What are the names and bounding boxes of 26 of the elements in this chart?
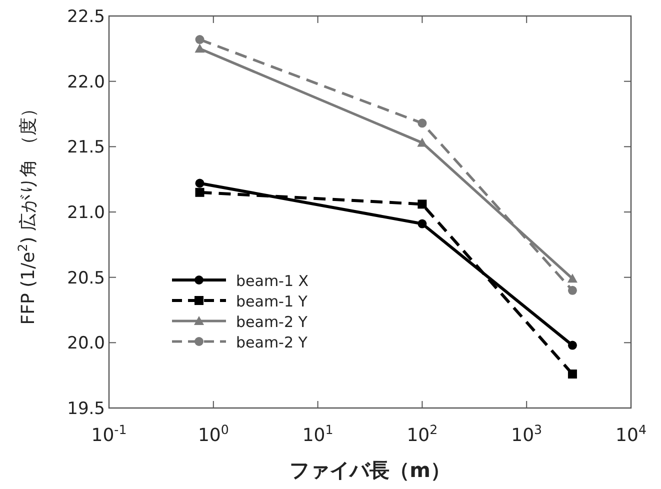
- y-tick-label: 21.5: [67, 138, 105, 158]
- legend-label: beam-1 Y: [236, 292, 308, 310]
- x-tick-label: 10$^{2}$: [406, 422, 438, 446]
- x-tick-label: 10$^{1}$: [302, 422, 334, 446]
- point: [568, 286, 577, 295]
- point: [195, 188, 204, 197]
- point: [195, 178, 204, 188]
- y-tick-label: 22.0: [67, 72, 105, 92]
- legend-label: beam-2 Y: [236, 334, 308, 352]
- point: [568, 340, 577, 350]
- point: [567, 274, 578, 283]
- x-axis-title: ファイバ長（m）: [290, 458, 450, 482]
- x-tick-label: 10$^{4}$: [616, 422, 646, 446]
- y-tick-label: 20.5: [67, 268, 105, 288]
- point: [194, 44, 205, 53]
- y-tick-label: 19.5: [67, 399, 105, 419]
- y-tick-label: 20.0: [67, 334, 105, 354]
- x-tick-label: 10$^{0}$: [198, 422, 229, 446]
- legend-label: beam-1 X: [236, 272, 309, 290]
- y-tick-label: 22.5: [67, 7, 105, 27]
- point: [195, 35, 204, 44]
- point: [568, 370, 577, 379]
- x-tick-label: 10$^{3}$: [511, 422, 542, 446]
- x-tick-label: 10$^{-1}$: [91, 422, 127, 446]
- legend-label: beam-2 Y: [236, 313, 308, 331]
- y-tick-label: 21.0: [67, 203, 105, 223]
